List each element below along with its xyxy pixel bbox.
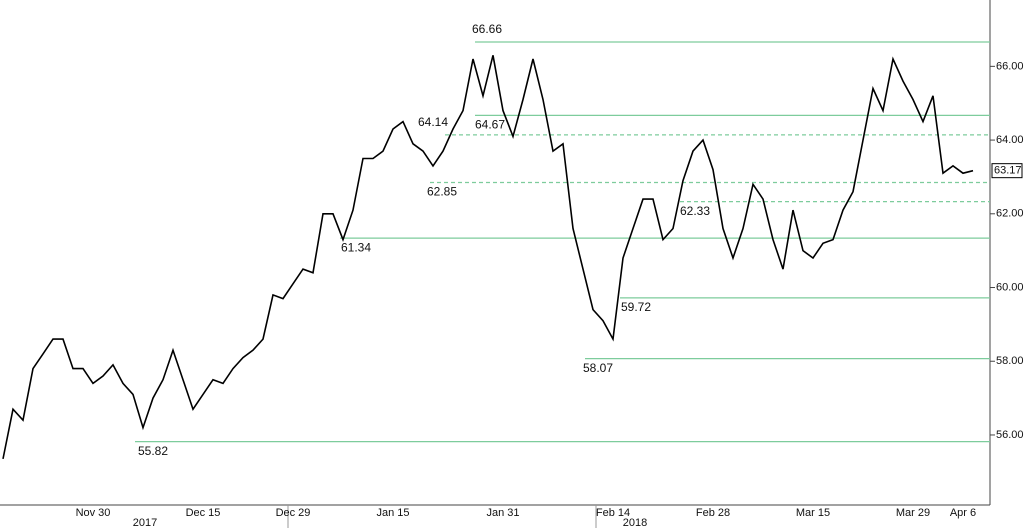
level-label: 66.66 [472, 22, 502, 36]
x-tick-label: Jan 31 [486, 507, 519, 519]
level-label: 64.14 [418, 115, 448, 129]
level-label: 61.34 [341, 240, 371, 254]
y-tick-label: 58.00 [996, 355, 1024, 367]
x-tick-label: Dec 29 [276, 507, 311, 519]
x-tick-label: Feb 14 [596, 507, 630, 519]
level-label: 55.82 [138, 444, 168, 458]
y-tick-label: 66.00 [996, 60, 1024, 72]
last-price-label: 63.17 [994, 165, 1022, 177]
x-tick-label: Jan 15 [376, 507, 409, 519]
x-tick-label: Dec 15 [186, 507, 221, 519]
y-tick-label: 62.00 [996, 208, 1024, 220]
level-label: 58.07 [583, 361, 613, 375]
level-label: 62.33 [680, 204, 710, 218]
level-label: 62.85 [427, 185, 457, 199]
y-tick-label: 60.00 [996, 281, 1024, 293]
y-tick-label: 64.00 [996, 134, 1024, 146]
x-tick-label: Mar 29 [896, 507, 930, 519]
price-line [2, 55, 974, 460]
x-tick-label: Mar 15 [796, 507, 830, 519]
x-tick-label: Nov 30 [76, 507, 111, 519]
x-tick-label: Feb 28 [696, 507, 730, 519]
y-tick-label: 56.00 [996, 429, 1024, 441]
year-label: 2017 [133, 517, 157, 528]
year-label: 2018 [623, 517, 647, 528]
last-price-tag [991, 163, 1023, 179]
level-label: 64.67 [475, 118, 505, 132]
x-tick-label: Apr 6 [950, 507, 976, 519]
level-label: 59.72 [621, 300, 651, 314]
